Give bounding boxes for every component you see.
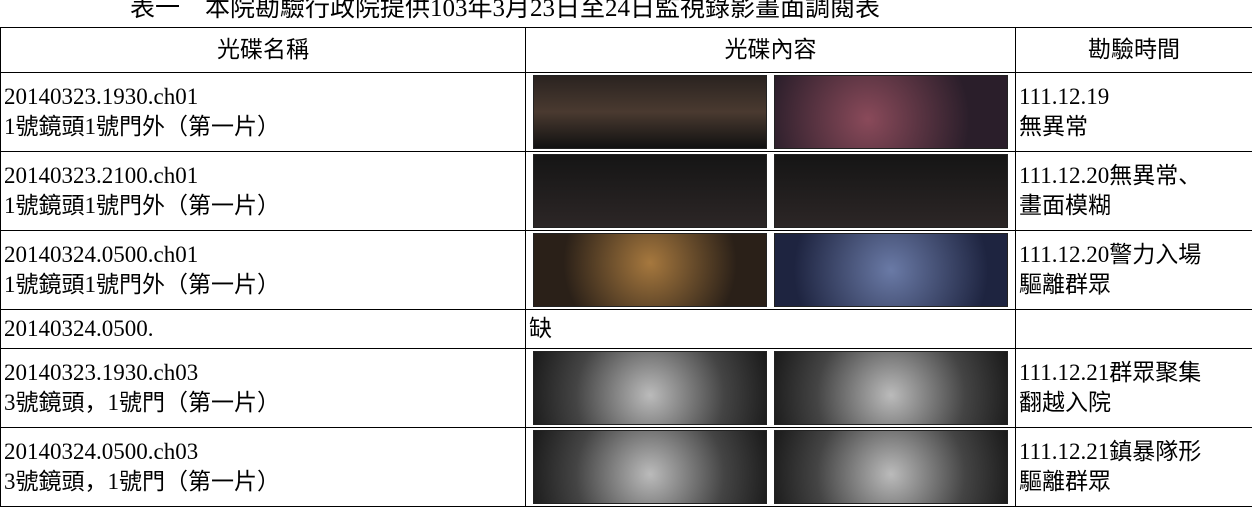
thumbnail	[532, 75, 767, 149]
caption: 表一 本院勘驗行政院提供103年3月23日至24日監視錄影畫面調閱表	[0, 0, 1252, 27]
header-cell: 勘驗時間	[1015, 27, 1252, 73]
image-cell	[525, 72, 1016, 152]
file: 20140324.0500.ch03	[4, 439, 199, 465]
image-cell	[525, 427, 1016, 507]
file: 20140323.2100.ch01	[4, 163, 199, 189]
camera: 3號鏡頭，1號門（第一片）	[4, 469, 280, 494]
thumbnail	[774, 233, 1009, 307]
row: 20140324.0500.ch01 1號鏡頭1號門外（第一片） 111.12.2…	[0, 230, 1252, 310]
time-cell: 111.12.20無異常、 畫面模糊	[1015, 151, 1252, 231]
image-cell	[525, 151, 1016, 231]
camera: 1號鏡頭1號門外（第一片）	[4, 114, 280, 139]
image-cell	[525, 348, 1016, 428]
content-cell: 缺	[525, 309, 1016, 349]
camera: 1號鏡頭1號門外（第一片）	[4, 272, 280, 297]
time-cell	[1015, 309, 1252, 349]
time-cell: 111.12.19 無異常	[1015, 72, 1252, 152]
thumbnail	[532, 430, 767, 504]
thumbnail	[532, 351, 767, 425]
row: 20140323.2100.ch01 1號鏡頭1號門外（第一片） 111.12.2…	[0, 151, 1252, 231]
row: 20140324.0500. 缺	[0, 309, 1252, 349]
header-cell: 光碟名稱	[0, 27, 526, 73]
thumbnail	[774, 351, 1009, 425]
caption-text: 表一 本院勘驗行政院提供103年3月23日至24日監視錄影畫面調閱表	[130, 0, 881, 22]
time-cell: 111.12.21鎮暴隊形 驅離群眾	[1015, 427, 1252, 507]
file: 20140323.1930.ch03	[4, 360, 199, 386]
camera: 1號鏡頭1號門外（第一片）	[4, 193, 280, 218]
row: 20140324.0500.ch03 3號鏡頭，1號門（第一片） 111.12.2…	[0, 427, 1252, 507]
camera: 3號鏡頭，1號門（第一片）	[4, 390, 280, 415]
thumbnail	[774, 430, 1009, 504]
name-cell: 20140324.0500.ch01 1號鏡頭1號門外（第一片）	[0, 230, 526, 310]
header-row: 光碟名稱 光碟內容 勘驗時間	[0, 27, 1252, 73]
image-cell	[525, 230, 1016, 310]
file: 20140324.0500.ch01	[4, 242, 199, 268]
thumbnail	[774, 75, 1009, 149]
thumbnail	[532, 233, 767, 307]
thumbnail	[774, 154, 1009, 228]
time-cell: 111.12.20警力入場 驅離群眾	[1015, 230, 1252, 310]
name-cell: 20140323.1930.ch03 3號鏡頭，1號門（第一片）	[0, 348, 526, 428]
name-cell: 20140323.2100.ch01 1號鏡頭1號門外（第一片）	[0, 151, 526, 231]
name-cell: 20140323.1930.ch01 1號鏡頭1號門外（第一片）	[0, 72, 526, 152]
table: 光碟名稱 光碟內容 勘驗時間 20140323.1930.ch01 1號鏡頭1號門…	[0, 27, 1252, 507]
thumbnail	[532, 154, 767, 228]
header-cell: 光碟內容	[525, 27, 1016, 73]
time-cell: 111.12.21群眾聚集 翻越入院	[1015, 348, 1252, 428]
name-cell: 20140324.0500.	[0, 309, 526, 349]
row: 20140323.1930.ch01 1號鏡頭1號門外（第一片） 111.12.1…	[0, 72, 1252, 152]
row: 20140323.1930.ch03 3號鏡頭，1號門（第一片） 111.12.2…	[0, 348, 1252, 428]
name-cell: 20140324.0500.ch03 3號鏡頭，1號門（第一片）	[0, 427, 526, 507]
file: 20140323.1930.ch01	[4, 84, 199, 110]
